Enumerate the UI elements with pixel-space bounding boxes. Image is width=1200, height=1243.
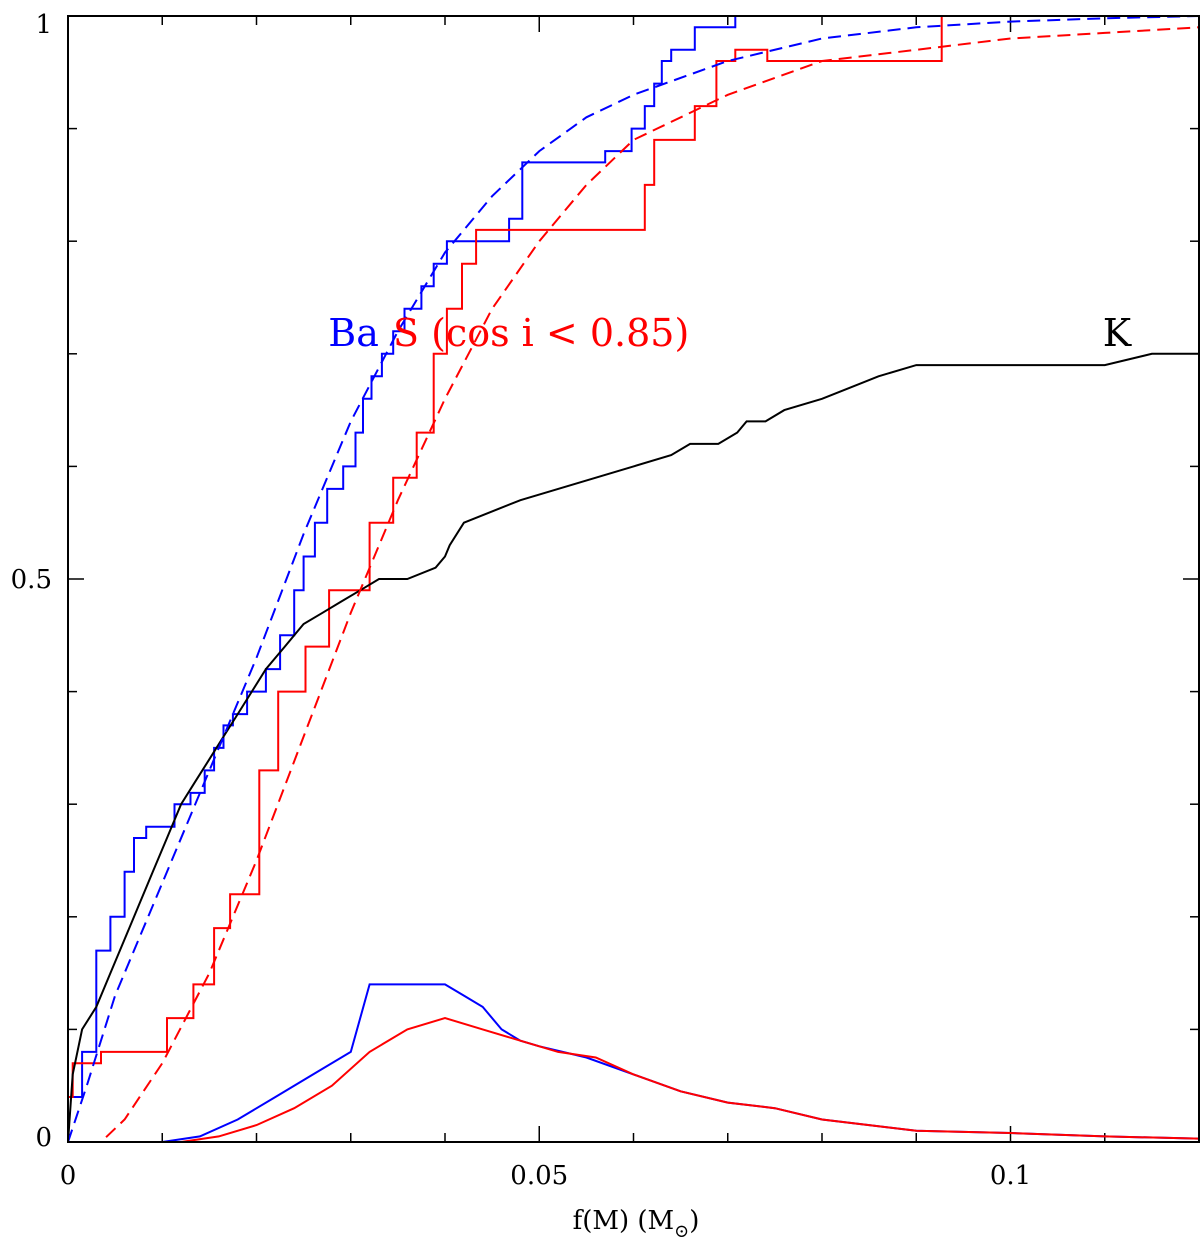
- series-layer: Ba (observed cumulative)S (observed cumu…: [67, 15, 1200, 1143]
- tick-labels: 0 0.05 0.1 0 0.5 1: [11, 10, 1032, 1191]
- annotation-label-2: K: [1103, 311, 1132, 355]
- plot-frame: [67, 15, 1200, 1143]
- axis-ticks: [67, 15, 1200, 1143]
- series-line-2: K (observed cumulative): [67, 352, 1199, 1143]
- x-axis-title: f(M) (M⊙): [573, 1206, 700, 1242]
- annotation-label-1: S (cos i < 0.85): [393, 311, 689, 355]
- x-tick-label: 0.05: [510, 1161, 568, 1191]
- annotation-label-0: Ba: [328, 311, 379, 355]
- series-line-4: S (model cumulative): [68, 26, 1200, 1143]
- series-line-6: S (model distribution): [68, 1017, 1200, 1143]
- series-line-0: Ba (observed cumulative): [67, 16, 737, 1142]
- x-axis-title-subscript: ⊙: [674, 1221, 689, 1242]
- series-annotations: Ba S (cos i < 0.85) K: [328, 311, 1132, 355]
- series-line-3: Ba (model cumulative): [67, 15, 1200, 1143]
- series-line-1: S (observed cumulative): [67, 16, 943, 1142]
- y-tick-label: 0.5: [11, 565, 52, 595]
- y-tick-label: 1: [35, 10, 52, 40]
- y-tick-label: 0: [35, 1123, 52, 1153]
- x-tick-label: 0.1: [990, 1161, 1031, 1191]
- series-line-5: Ba (model distribution): [68, 983, 1200, 1143]
- x-tick-label: 0: [60, 1161, 77, 1191]
